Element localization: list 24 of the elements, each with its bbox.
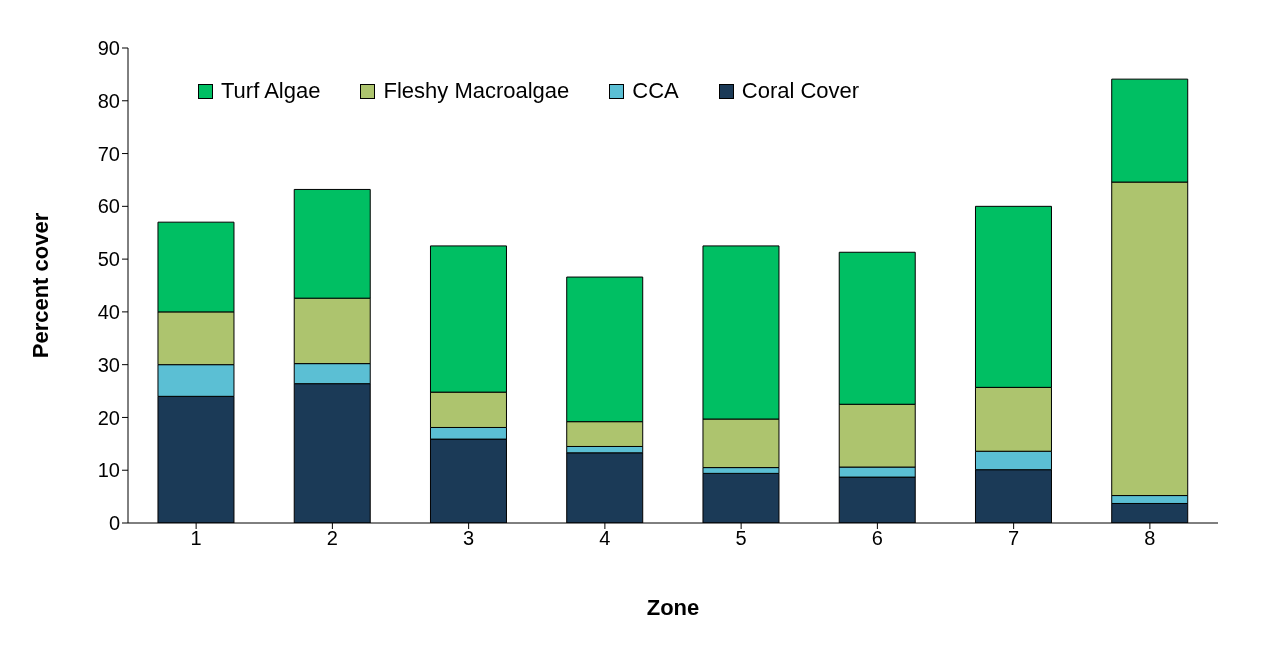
y-tick-label: 30 [97,353,120,376]
y-tick-label: 10 [97,459,120,482]
legend-label: Turf Algae [221,78,321,104]
x-tick-label: 1 [190,527,202,550]
x-tick-label: 3 [463,527,475,550]
y-tick-label: 0 [108,512,120,535]
y-tick-label: 20 [97,406,120,429]
x-axis-title: Zone [646,595,700,620]
x-tick-label: 7 [1008,527,1020,550]
y-tick-label: 40 [97,300,120,323]
x-tick-label: 8 [1144,527,1156,550]
legend-label: Coral Cover [741,78,860,104]
y-tick-label: 70 [97,142,120,165]
x-tick-label: 5 [735,527,747,550]
x-tick-label: 6 [871,527,883,550]
x-tick-label: 4 [599,527,611,550]
y-tick-label: 80 [97,89,120,112]
legend-label: CCA [632,78,679,104]
y-tick-label: 50 [97,248,120,271]
y-axis-title: Percent cover [27,212,53,359]
x-tick-label: 2 [326,527,338,550]
y-tick-label: 90 [97,37,120,60]
y-tick-label: 60 [97,195,120,218]
legend-label: Fleshy Macroalgae [383,78,570,104]
